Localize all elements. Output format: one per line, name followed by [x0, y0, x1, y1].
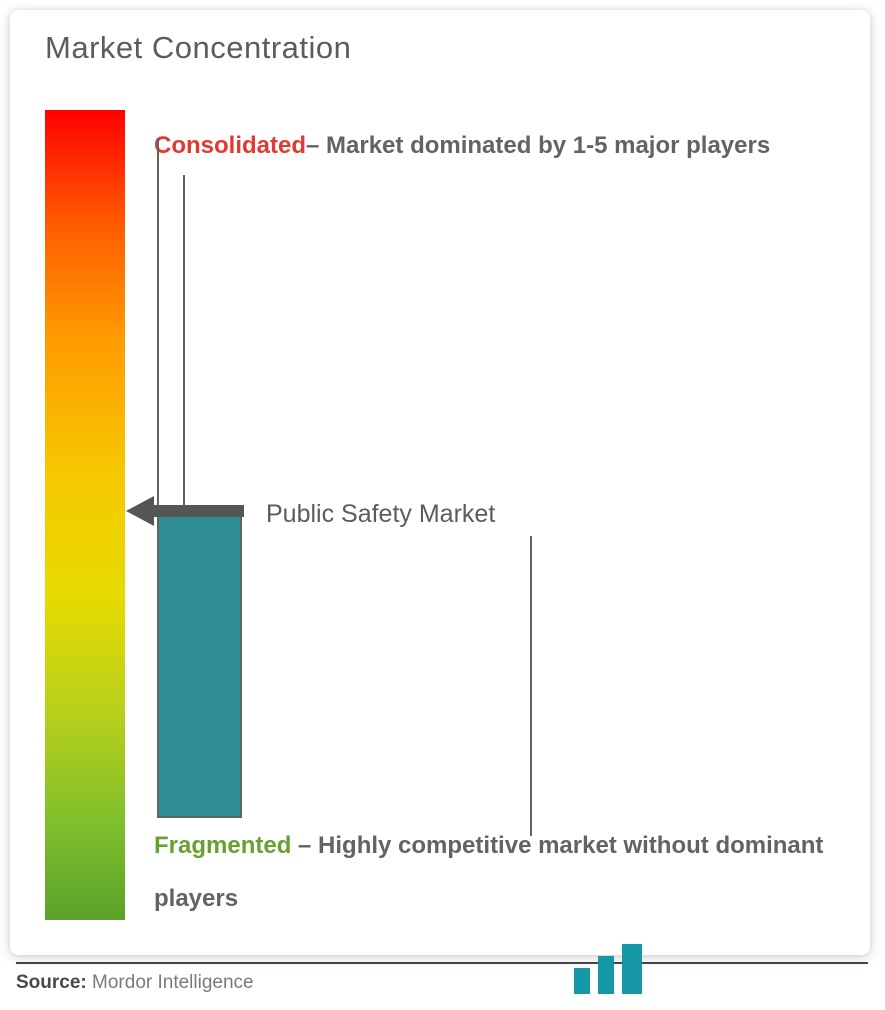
- callout-stem-line-1: [157, 138, 159, 508]
- callout-stem-line-2: [183, 175, 185, 508]
- title: Market Concentration: [45, 30, 351, 66]
- footer-divider: [16, 962, 868, 964]
- market-position-box: [157, 508, 242, 818]
- fragmented-label: Fragmented – Highly competitive market w…: [154, 820, 834, 926]
- consolidated-label: Consolidated– Market dominated by 1-5 ma…: [154, 120, 834, 173]
- market-leader-line: [530, 536, 532, 836]
- fragmented-keyword: Fragmented: [154, 832, 291, 859]
- consolidated-rest: – Market dominated by 1-5 major players: [306, 132, 770, 159]
- arrow-head-icon: [126, 496, 154, 526]
- mordor-logo-icon: [568, 940, 654, 994]
- consolidated-keyword: Consolidated: [154, 132, 306, 159]
- concentration-gradient-bar: [45, 110, 125, 920]
- arrow-shaft: [148, 505, 244, 517]
- source-label: Source:: [16, 972, 87, 993]
- source-citation: Source: Mordor Intelligence: [16, 972, 254, 994]
- pointer-arrow: [126, 500, 246, 522]
- infographic-card: Market Concentration Consolidated– Marke…: [10, 10, 870, 955]
- source-value: Mordor Intelligence: [87, 972, 254, 993]
- market-name-label: Public Safety Market: [266, 500, 495, 529]
